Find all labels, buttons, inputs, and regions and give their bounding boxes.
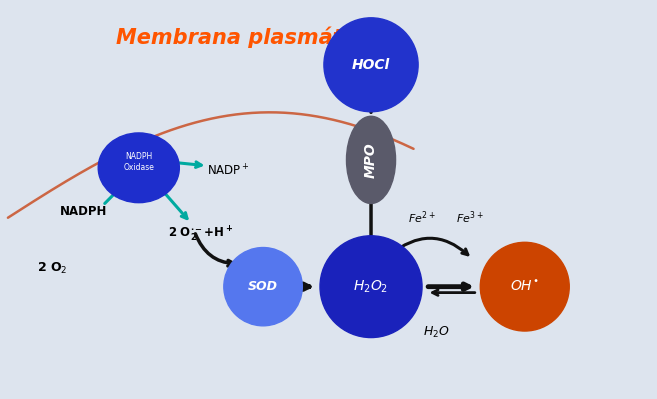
Text: $H_2O$: $H_2O$ bbox=[423, 325, 450, 340]
Text: $OH^{\bullet}$: $OH^{\bullet}$ bbox=[510, 279, 539, 294]
Ellipse shape bbox=[98, 133, 179, 203]
Ellipse shape bbox=[480, 242, 569, 331]
Text: $Fe^{2+}$: $Fe^{2+}$ bbox=[408, 209, 436, 225]
Text: HOCl: HOCl bbox=[352, 58, 390, 72]
Ellipse shape bbox=[346, 116, 396, 203]
Ellipse shape bbox=[320, 236, 422, 338]
Text: NADPH
Oxidase: NADPH Oxidase bbox=[124, 152, 154, 172]
Text: NADP$^+$: NADP$^+$ bbox=[208, 163, 250, 179]
Text: $\mathbf{2\ O_2^{\bullet-}}$$\mathbf{+ H^+}$: $\mathbf{2\ O_2^{\bullet-}}$$\mathbf{+ H… bbox=[168, 224, 233, 243]
Text: MPO: MPO bbox=[364, 142, 378, 178]
Text: 2 O$_2$: 2 O$_2$ bbox=[37, 261, 68, 277]
Text: SOD: SOD bbox=[248, 280, 278, 293]
Ellipse shape bbox=[324, 18, 418, 112]
Text: Membrana plasmática: Membrana plasmática bbox=[116, 26, 376, 48]
Text: $H_2O_2$: $H_2O_2$ bbox=[353, 279, 388, 295]
Text: $Fe^{3+}$: $Fe^{3+}$ bbox=[456, 209, 484, 225]
Text: NADPH: NADPH bbox=[60, 205, 108, 218]
Ellipse shape bbox=[224, 247, 302, 326]
